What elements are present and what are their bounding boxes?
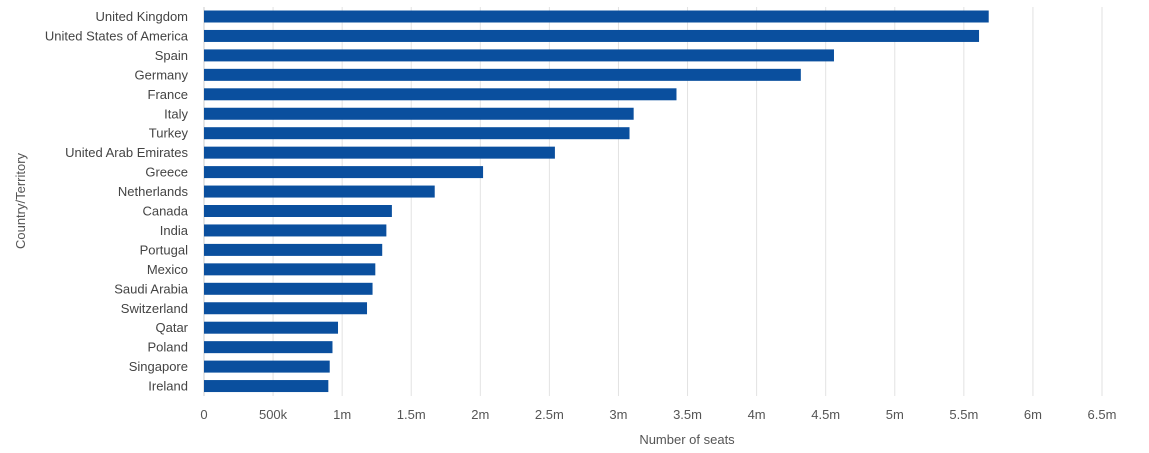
x-tick-label: 500k bbox=[259, 407, 288, 422]
category-label: Poland bbox=[148, 340, 188, 355]
x-tick-label: 6m bbox=[1024, 407, 1042, 422]
bar[interactable] bbox=[204, 282, 373, 295]
bar[interactable] bbox=[204, 380, 329, 393]
category-label: Turkey bbox=[149, 126, 189, 141]
bar[interactable] bbox=[204, 205, 392, 217]
bar[interactable] bbox=[204, 107, 634, 120]
bar[interactable] bbox=[204, 360, 330, 373]
category-label: United Arab Emirates bbox=[65, 145, 188, 160]
category-label: Switzerland bbox=[121, 301, 188, 316]
category-label: Canada bbox=[142, 204, 188, 219]
x-tick-label: 5.5m bbox=[949, 407, 978, 422]
category-label: Saudi Arabia bbox=[114, 281, 188, 296]
x-tick-label: 3.5m bbox=[673, 407, 702, 422]
y-axis-title: Country/Territory bbox=[13, 152, 28, 249]
bar[interactable] bbox=[204, 185, 435, 198]
category-label: Greece bbox=[145, 165, 188, 180]
category-label: Singapore bbox=[129, 359, 188, 374]
category-label: France bbox=[148, 87, 188, 102]
bar[interactable] bbox=[204, 321, 339, 334]
bar[interactable] bbox=[204, 166, 484, 179]
bars bbox=[204, 10, 989, 393]
x-tick-label: 5m bbox=[886, 407, 904, 422]
gridlines bbox=[203, 7, 1103, 396]
bar[interactable] bbox=[204, 243, 383, 256]
bar[interactable] bbox=[204, 68, 801, 81]
bar[interactable] bbox=[204, 88, 677, 101]
category-label: Germany bbox=[135, 67, 189, 82]
bar[interactable] bbox=[204, 49, 834, 62]
x-tick-label: 1m bbox=[333, 407, 351, 422]
x-tick-label: 6.5m bbox=[1088, 407, 1117, 422]
category-label: Ireland bbox=[148, 379, 188, 394]
category-label: Spain bbox=[155, 48, 188, 63]
bar[interactable] bbox=[204, 302, 368, 315]
category-label: United States of America bbox=[45, 28, 189, 43]
category-label: India bbox=[160, 223, 189, 238]
x-tick-label: 4m bbox=[748, 407, 766, 422]
x-tick-label: 2.5m bbox=[535, 407, 564, 422]
x-tick-label: 1.5m bbox=[397, 407, 426, 422]
bar[interactable] bbox=[204, 29, 980, 42]
category-label: Qatar bbox=[155, 320, 188, 335]
x-tick-label: 4.5m bbox=[811, 407, 840, 422]
x-tick-label: 3m bbox=[609, 407, 627, 422]
bar[interactable] bbox=[204, 146, 555, 159]
category-label: Portugal bbox=[140, 242, 189, 257]
bar[interactable] bbox=[204, 127, 630, 140]
category-label: Netherlands bbox=[118, 184, 189, 199]
x-axis-title: Number of seats bbox=[639, 432, 735, 447]
category-label: Italy bbox=[164, 106, 188, 121]
bar[interactable] bbox=[204, 224, 387, 237]
category-label: United Kingdom bbox=[96, 9, 189, 24]
category-labels: United Kingdom United States of America Sp… bbox=[45, 9, 189, 394]
x-tick-label: 2m bbox=[471, 407, 489, 422]
x-tick-labels: 0 500k 1m 1.5m 2m 2.5m 3m 3.5m 4m 4.5m 5m 5.5m 6m 6.5… bbox=[200, 407, 1116, 422]
bar[interactable] bbox=[204, 10, 989, 23]
category-label: Mexico bbox=[147, 262, 188, 277]
bar[interactable] bbox=[204, 341, 333, 354]
bar[interactable] bbox=[204, 263, 376, 276]
x-tick-label: 0 bbox=[200, 407, 207, 422]
